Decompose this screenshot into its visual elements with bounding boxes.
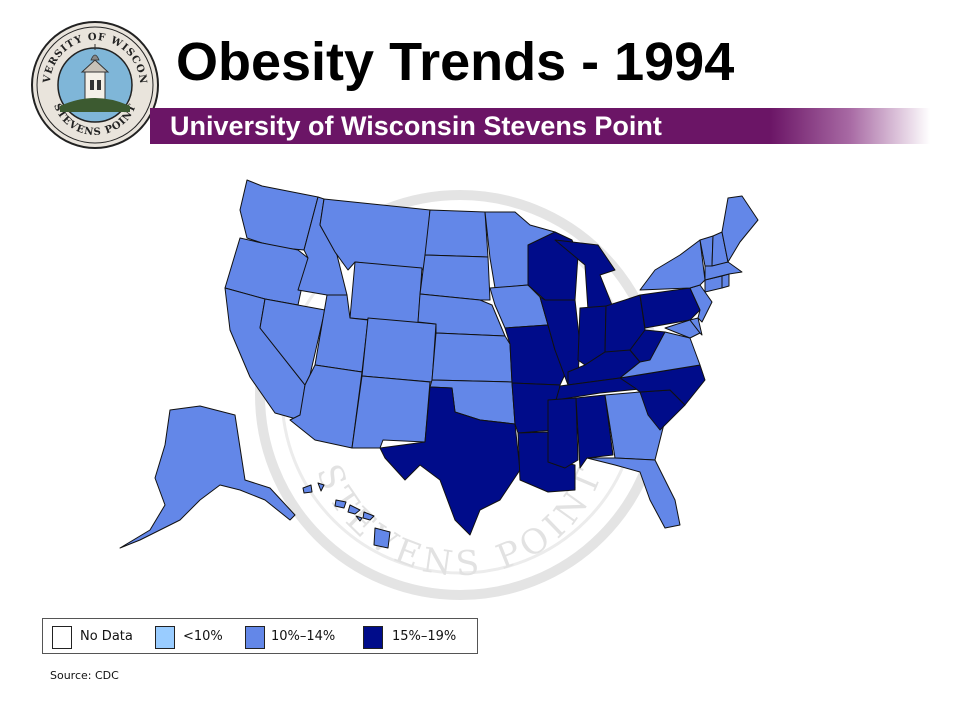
state-tx	[379, 386, 521, 536]
page-title: Obesity Trends - 1994	[176, 32, 735, 92]
state-ak	[119, 405, 296, 549]
subtitle-banner	[150, 108, 960, 144]
state-de	[689, 317, 703, 336]
state-ks	[431, 332, 513, 383]
state-sd	[419, 254, 491, 301]
state-hi-6	[362, 511, 375, 521]
legend-label-under-10: <10%	[183, 629, 223, 644]
state-co	[361, 317, 437, 383]
university-seal-logo: UNIVERSITY OF WISCONSIN STEVENS POINT	[30, 20, 159, 149]
state-mi	[554, 239, 616, 311]
state-pa	[639, 287, 701, 329]
legend-swatch-10-14	[245, 626, 265, 649]
state-hi-5	[355, 515, 363, 522]
legend-label-15-19: 15%–19%	[392, 629, 457, 644]
state-wv	[629, 329, 666, 363]
state-nm	[351, 375, 431, 449]
state-fl	[586, 457, 681, 529]
legend-swatch-no-data	[52, 626, 72, 649]
state-hi-1	[302, 484, 313, 494]
source-note: Source: CDC	[50, 669, 119, 682]
legend-label-no-data: No Data	[80, 629, 133, 644]
state-nd	[424, 209, 489, 258]
state-shapes	[119, 179, 759, 549]
state-al	[575, 394, 614, 469]
state-ny	[639, 239, 706, 291]
legend-label-10-14: 10%–14%	[271, 629, 336, 644]
legend-swatch-15-19	[363, 626, 383, 649]
page-subtitle: University of Wisconsin Stevens Point	[170, 111, 662, 141]
state-ri	[721, 273, 730, 289]
state-ms	[547, 397, 579, 469]
state-hi-3	[334, 499, 347, 509]
state-hi-2	[317, 482, 325, 492]
state-hi-4	[347, 504, 361, 515]
state-me	[721, 195, 759, 263]
legend-swatch-under-10	[155, 626, 175, 649]
state-hi-7	[373, 527, 391, 549]
state-wy	[349, 261, 423, 325]
map-legend: No Data <10% 10%–14% 15%–19%	[42, 618, 478, 654]
